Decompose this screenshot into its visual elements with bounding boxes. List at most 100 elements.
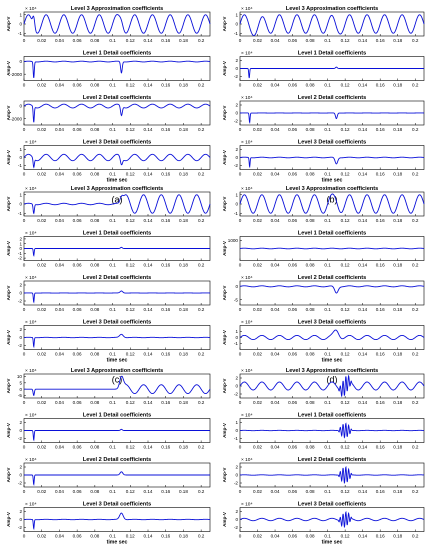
exponent-label: × 10⁴ (241, 320, 253, 326)
exponent-label: × 10⁴ (25, 186, 37, 192)
x-tick-label: 0.2 (412, 307, 419, 312)
x-tick-label: 0.18 (393, 172, 402, 177)
x-tick-label: 0 (23, 263, 26, 268)
x-tick-label: 0.06 (288, 307, 297, 312)
x-tick-label: 0.18 (179, 534, 188, 539)
x-tick-label: 0.18 (179, 307, 188, 312)
y-tick-label: 2 (235, 58, 238, 63)
panel: Level 1 Detail coefficients× 10⁴Amp-V20-… (6, 413, 211, 450)
x-tick-label: 0.12 (341, 38, 350, 43)
x-tick-label: 0.16 (161, 83, 170, 88)
x-tick-label: 0.06 (288, 534, 297, 539)
subfigure-d: Level 3 Approximation coefficients × 10⁴ A… (222, 186, 425, 385)
y-axis-label: Amp-V (6, 422, 11, 438)
x-tick-label: 0.06 (288, 352, 297, 357)
x-tick-label: 0.04 (271, 352, 280, 357)
y-tick-label: 1 (235, 12, 238, 17)
x-tick-label: 0.1 (109, 534, 116, 539)
panel-title: Level 2 Detail coefficients (298, 457, 366, 463)
y-axis-label: Amp-V (6, 467, 11, 483)
x-tick-label: 0.06 (73, 307, 82, 312)
panel: Level 3 Approximation coefficients × 10⁴ A… (222, 368, 425, 405)
panel-title: Level 1 Detail coefficients (83, 413, 151, 419)
x-tick-label: 0.1 (109, 445, 116, 450)
x-tick-label: 0.02 (253, 307, 262, 312)
panel-title: Level 1 Detail coefficients (298, 413, 366, 419)
x-tick-label: 0.08 (90, 489, 99, 494)
y-tick-label: 0 (19, 155, 22, 160)
x-tick-label: 0.02 (37, 489, 46, 494)
x-tick-label: 0 (23, 127, 26, 132)
x-tick-label: 0.08 (306, 218, 315, 223)
x-tick-label: 0 (239, 38, 242, 43)
x-tick-label: 0 (239, 307, 242, 312)
y-axis-label: Amp-V (222, 329, 227, 345)
exponent-label: × 10⁴ (25, 275, 37, 281)
series-line (23, 14, 211, 34)
x-tick-label: 0.1 (109, 400, 116, 405)
x-tick-label: 0.16 (161, 38, 170, 43)
x-tick-label: 0.04 (271, 534, 280, 539)
x-tick-label: 0.04 (55, 400, 64, 405)
x-axis-label: time sec (322, 358, 343, 364)
axes-box (239, 280, 425, 306)
exponent-label: × 10⁴ (241, 95, 253, 101)
x-tick-label: 0.12 (341, 263, 350, 268)
y-tick-label: -1 (18, 31, 23, 36)
x-tick-label: 0.18 (393, 352, 402, 357)
x-tick-label: 0.2 (412, 445, 419, 450)
x-tick-label: 0.12 (126, 307, 135, 312)
x-tick-label: 0.1 (324, 263, 331, 268)
x-axis-label: time sec (322, 540, 343, 546)
axes-box (23, 373, 211, 399)
x-tick-label: 0.04 (55, 352, 64, 357)
y-tick-label: -2 (234, 74, 239, 79)
x-tick-label: 0.1 (324, 218, 331, 223)
x-tick-label: 0.18 (179, 445, 188, 450)
x-tick-label: 0.02 (253, 445, 262, 450)
x-tick-label: 0.2 (412, 218, 419, 223)
x-tick-label: 0 (23, 307, 26, 312)
series-line (23, 512, 211, 531)
y-axis-label: Amp-V (222, 378, 227, 394)
x-tick-label: 0.06 (73, 400, 82, 405)
panel-title: Level 3 Detail coefficients (83, 502, 151, 508)
x-tick-label: 0.2 (198, 307, 205, 312)
exponent-label: × 10⁴ (25, 413, 37, 419)
x-tick-label: 0.12 (126, 263, 135, 268)
x-tick-label: 0.12 (126, 172, 135, 177)
y-tick-label: 2 (19, 327, 22, 332)
x-tick-label: 0.1 (324, 352, 331, 357)
x-tick-label: 0.16 (161, 352, 170, 357)
x-tick-label: 0.08 (306, 352, 315, 357)
exponent-label: × 10⁴ (241, 140, 253, 146)
series-line (239, 329, 425, 341)
panel: Level 3 Detail coefficients× 10⁴Amp-V20-… (6, 320, 211, 364)
x-tick-label: 0 (239, 534, 242, 539)
panel-title: Level 3 Detail coefficients (83, 140, 151, 146)
series-line (23, 333, 211, 349)
x-tick-label: 0.2 (198, 263, 205, 268)
x-tick-label: 0.18 (179, 352, 188, 357)
x-tick-label: 0.2 (412, 400, 419, 405)
series-line (23, 103, 211, 123)
x-tick-label: 0.16 (376, 38, 385, 43)
y-tick-label: -2000 (10, 116, 22, 121)
panel-title: Level 3 Approximation coefficients (286, 368, 378, 374)
x-tick-label: 0.16 (376, 445, 385, 450)
x-tick-label: 0.1 (324, 38, 331, 43)
x-tick-label: 0.12 (341, 218, 350, 223)
y-axis-label: Amp-V (222, 196, 227, 212)
x-tick-label: 0.02 (37, 83, 46, 88)
y-tick-label: 5 (19, 380, 22, 385)
y-tick-label: 0 (235, 284, 238, 289)
x-tick-label: 0.2 (198, 445, 205, 450)
subfigure-c: Level 3 Approximation coefficients × 10⁴ A… (6, 186, 211, 385)
x-tick-label: 0.08 (306, 445, 315, 450)
series-line (23, 194, 211, 215)
x-tick-label: 0.1 (324, 489, 331, 494)
y-tick-label: -2 (18, 525, 23, 530)
x-tick-label: 0.18 (393, 307, 402, 312)
subfigure-b: Level 3 Approximation coefficients × 10⁴ A… (222, 6, 425, 205)
